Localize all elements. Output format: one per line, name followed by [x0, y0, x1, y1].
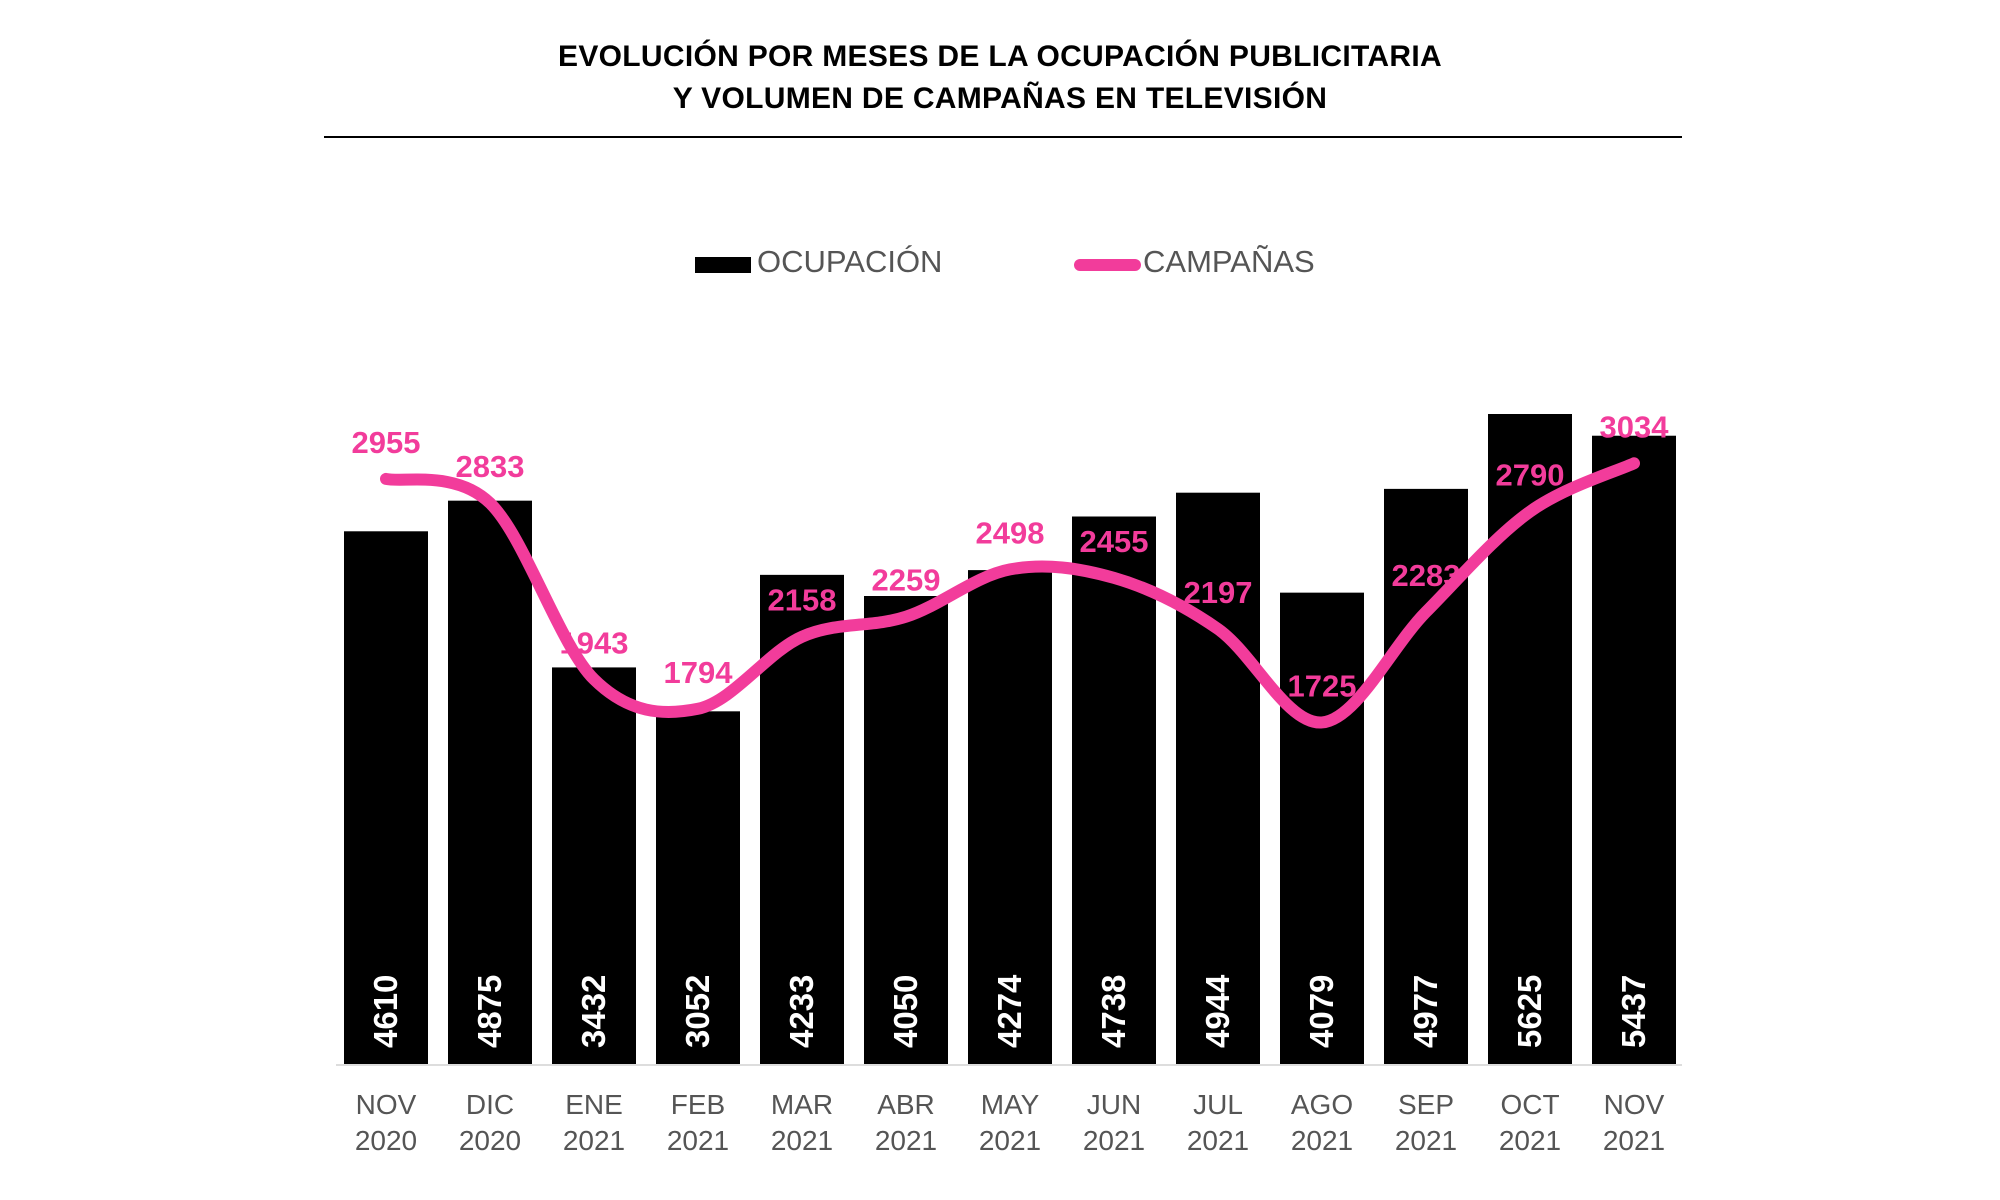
- chart-title-line-1: EVOLUCIÓN POR MESES DE LA OCUPACIÓN PUBL…: [558, 40, 1442, 73]
- line-value-label-6: 2498: [976, 515, 1045, 550]
- bar-value-label-9: 4079: [1303, 975, 1340, 1048]
- bar-12: [1592, 435, 1676, 1064]
- legend-label-ocupacion: OCUPACIÓN: [757, 244, 943, 279]
- x-tick-label-7-year: 2021: [1083, 1125, 1145, 1156]
- x-tick-label-10-year: 2021: [1395, 1125, 1457, 1156]
- x-tick-label-12-year: 2021: [1603, 1125, 1665, 1156]
- line-value-label-12: 3034: [1600, 409, 1670, 444]
- bar-value-label-5: 4050: [887, 975, 924, 1048]
- bar-value-label-1: 4875: [471, 975, 508, 1048]
- line-value-label-7: 2455: [1080, 524, 1149, 559]
- legend-label-campanas: CAMPAÑAS: [1143, 244, 1315, 279]
- line-value-label-8: 2197: [1184, 575, 1253, 610]
- line-value-label-10: 2283: [1392, 558, 1461, 593]
- bar-value-label-7: 4738: [1095, 975, 1132, 1048]
- bar-9: [1280, 592, 1364, 1064]
- x-tick-label-6-year: 2021: [979, 1125, 1041, 1156]
- campanas-line: [380, 457, 1640, 729]
- x-tick-label-6-month: MAY: [981, 1089, 1040, 1120]
- line-value-label-4: 2158: [768, 583, 837, 618]
- x-tick-label-0-year: 2020: [355, 1125, 417, 1156]
- x-tick-label-8-year: 2021: [1187, 1125, 1249, 1156]
- bar-value-label-3: 3052: [679, 975, 716, 1048]
- chart-title-line-2: Y VOLUMEN DE CAMPAÑAS EN TELEVISIÓN: [672, 82, 1328, 115]
- x-tick-label-3-year: 2021: [667, 1125, 729, 1156]
- x-tick-label-5-month: ABR: [877, 1089, 935, 1120]
- x-tick-label-8-month: JUL: [1193, 1089, 1243, 1120]
- line-value-label-9: 1725: [1288, 668, 1357, 703]
- bar-value-label-4: 4233: [783, 975, 820, 1048]
- bar-11: [1488, 414, 1572, 1064]
- line-value-label-2: 1943: [560, 625, 629, 660]
- x-tick-label-3-month: FEB: [671, 1089, 725, 1120]
- line-value-label-3: 1794: [664, 655, 734, 690]
- x-tick-label-11-month: OCT: [1500, 1089, 1559, 1120]
- bar-value-label-0: 4610: [367, 975, 404, 1048]
- line-value-label-5: 2259: [872, 563, 941, 598]
- bar-value-label-10: 4977: [1407, 975, 1444, 1048]
- x-tick-label-1-year: 2020: [459, 1125, 521, 1156]
- x-tick-label-4-month: MAR: [771, 1089, 833, 1120]
- x-tick-label-12-month: NOV: [1604, 1089, 1665, 1120]
- bar-0: [344, 531, 428, 1064]
- bar-value-label-6: 4274: [991, 974, 1028, 1048]
- bar-value-label-12: 5437: [1615, 975, 1652, 1048]
- bar-7: [1072, 516, 1156, 1064]
- line-value-label-11: 2790: [1496, 458, 1565, 493]
- bar-2: [552, 667, 636, 1064]
- x-tick-label-7-month: JUN: [1087, 1089, 1141, 1120]
- x-tick-label-5-year: 2021: [875, 1125, 937, 1156]
- line-value-label-1: 2833: [456, 449, 525, 484]
- bar-8: [1176, 492, 1260, 1064]
- line-value-label-0: 2955: [352, 425, 421, 460]
- legend-swatch-ocupacion: [695, 257, 751, 273]
- bar-1: [448, 500, 532, 1065]
- x-tick-label-2-year: 2021: [563, 1125, 625, 1156]
- x-tick-label-11-year: 2021: [1499, 1125, 1561, 1156]
- bar-3: [656, 711, 740, 1064]
- x-tick-label-10-month: SEP: [1398, 1089, 1454, 1120]
- x-tick-label-9-month: AGO: [1291, 1089, 1353, 1120]
- x-tick-label-0-month: NOV: [356, 1089, 417, 1120]
- bar-value-label-11: 5625: [1511, 975, 1548, 1048]
- bar-value-label-2: 3432: [575, 975, 612, 1048]
- bar-value-label-8: 4944: [1199, 974, 1236, 1048]
- x-tick-label-9-year: 2021: [1291, 1125, 1353, 1156]
- x-tick-label-2-month: ENE: [565, 1089, 623, 1120]
- bar-6: [968, 570, 1052, 1064]
- title-divider: [324, 136, 1682, 138]
- legend-swatch-campanas: [1074, 259, 1141, 271]
- bar-5: [864, 596, 948, 1064]
- x-tick-label-4-year: 2021: [771, 1125, 833, 1156]
- x-tick-label-1-month: DIC: [466, 1089, 514, 1120]
